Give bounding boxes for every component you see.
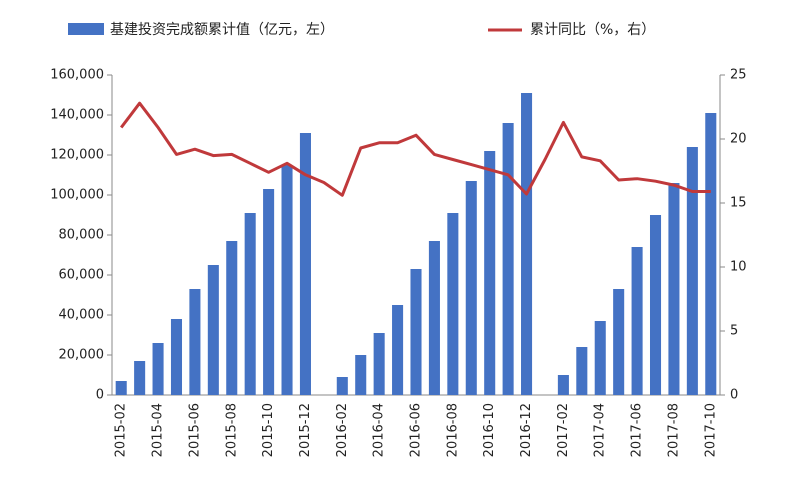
legend-label: 基建投资完成额累计值（亿元，左） [110, 21, 334, 38]
bar [244, 213, 256, 395]
bar [428, 241, 440, 395]
x-tick-label: 2016-12 [519, 403, 534, 457]
y-tick-label: 140,000 [50, 108, 104, 123]
y2-tick-label: 0 [730, 388, 738, 403]
x-tick-label: 2015-08 [224, 403, 239, 457]
bar [447, 213, 459, 395]
bar [336, 377, 348, 395]
bar [189, 289, 201, 395]
bar [355, 355, 367, 395]
bar [226, 241, 238, 395]
bar [465, 181, 477, 395]
bar [373, 333, 385, 395]
bar [207, 265, 219, 395]
bar [115, 381, 127, 395]
y-tick-label: 20,000 [59, 348, 105, 363]
x-tick-label: 2016-04 [372, 403, 387, 457]
bar [613, 289, 625, 395]
bar [410, 269, 422, 395]
bar [594, 321, 606, 395]
legend-swatch [68, 23, 104, 35]
bar [299, 133, 311, 395]
x-tick-label: 2017-02 [556, 403, 571, 457]
y-tick-label: 60,000 [59, 268, 105, 283]
bar [521, 93, 533, 395]
bar [686, 147, 698, 395]
y-tick-label: 120,000 [50, 148, 104, 163]
y-tick-label: 0 [96, 388, 104, 403]
y2-tick-label: 20 [730, 132, 747, 147]
y2-tick-label: 15 [730, 196, 747, 211]
line [120, 101, 711, 197]
legend-label: 累计同比（%，右） [530, 22, 655, 38]
x-tick-label: 2015-04 [151, 403, 166, 457]
bar [649, 215, 662, 395]
x-tick-label: 2016-08 [445, 403, 460, 457]
bar [263, 189, 275, 395]
x-tick-label: 2017-08 [666, 403, 681, 457]
bar [502, 123, 514, 395]
bar [281, 165, 293, 395]
x-tick-label: 2017-06 [630, 403, 645, 457]
y-tick-label: 160,000 [50, 68, 104, 83]
x-tick-label: 2016-02 [335, 403, 350, 457]
bar [705, 113, 717, 395]
y-tick-label: 100,000 [50, 188, 104, 203]
y-tick-label: 40,000 [59, 308, 105, 323]
bar [392, 305, 404, 395]
y2-tick-label: 5 [730, 324, 738, 339]
y-tick-label: 80,000 [59, 228, 105, 243]
bar [557, 375, 569, 395]
bar [170, 319, 183, 395]
bar [134, 361, 146, 395]
x-tick-label: 2015-10 [261, 403, 276, 457]
x-tick-label: 2016-06 [409, 403, 424, 457]
x-tick-label: 2015-12 [298, 403, 313, 457]
x-tick-label: 2017-10 [703, 403, 718, 457]
bar [484, 151, 496, 395]
x-tick-label: 2015-06 [187, 403, 202, 457]
x-tick-label: 2015-02 [114, 403, 129, 457]
bar [631, 247, 643, 395]
bar [668, 183, 680, 395]
x-tick-label: 2017-04 [593, 403, 608, 457]
y2-tick-label: 10 [730, 260, 747, 275]
bar [576, 347, 588, 395]
x-tick-label: 2016-10 [482, 403, 497, 457]
y2-tick-label: 25 [730, 68, 747, 83]
bar [152, 343, 164, 395]
